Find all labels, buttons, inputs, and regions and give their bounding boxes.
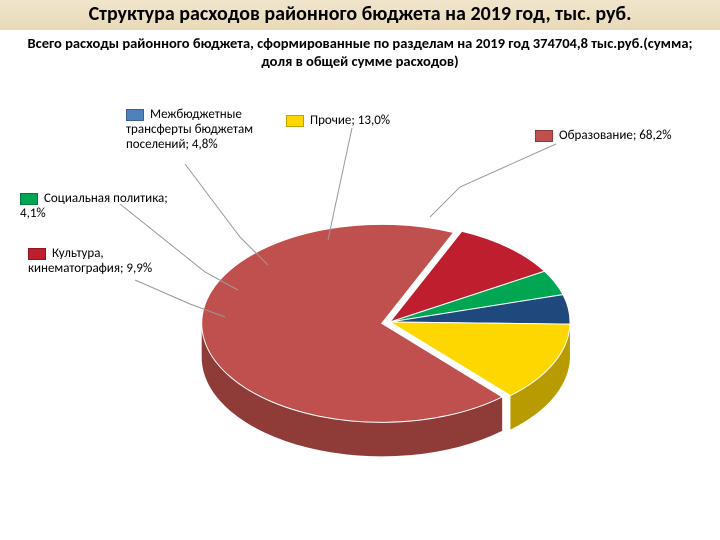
leader-line bbox=[430, 144, 556, 217]
legend-marker bbox=[126, 109, 144, 121]
leader-line bbox=[328, 128, 352, 240]
slice-label: Прочие; 13,0% bbox=[286, 114, 390, 129]
slice-label-text: Образование; 68,2% bbox=[559, 128, 672, 143]
page-title: Структура расходов районного бюджета на … bbox=[10, 2, 710, 26]
slice-label-text: Межбюджетные трансферты бюджетам поселен… bbox=[126, 107, 253, 152]
page-subtitle: Всего расходы районного бюджета, сформир… bbox=[20, 34, 700, 70]
slice-label-text: Социальная политика; 4,1% bbox=[20, 191, 168, 221]
legend-marker bbox=[20, 193, 38, 205]
pie-chart-3d: Образование; 68,2% Культура, кинематограф… bbox=[0, 72, 720, 502]
slice-label-text: Культура, кинематография; 9,9% bbox=[28, 246, 152, 276]
leader-line bbox=[185, 164, 268, 265]
legend-marker bbox=[286, 115, 304, 127]
legend-marker bbox=[535, 130, 553, 142]
slice-label: Социальная политика; 4,1% bbox=[20, 192, 170, 222]
slice-label: Культура, кинематография; 9,9% bbox=[28, 247, 178, 277]
slice-label-text: Прочие; 13,0% bbox=[310, 113, 390, 128]
slice-label: Межбюджетные трансферты бюджетам поселен… bbox=[126, 108, 276, 153]
slice-label: Образование; 68,2% bbox=[535, 129, 672, 144]
legend-marker bbox=[28, 248, 46, 260]
